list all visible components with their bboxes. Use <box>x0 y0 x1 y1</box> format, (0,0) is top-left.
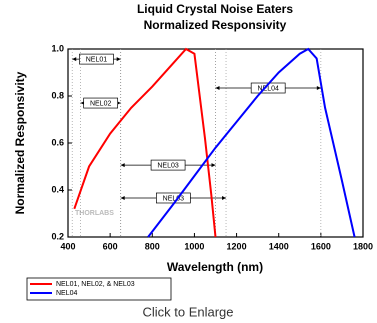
annotation-label: NEL01 <box>86 56 108 63</box>
arrow-head <box>211 163 216 168</box>
click-to-enlarge[interactable]: Click to Enlarge <box>142 304 233 319</box>
x-tick-label: 400 <box>60 241 75 251</box>
annotation-box <box>83 97 119 109</box>
x-tick-label: 1000 <box>184 241 204 251</box>
y-tick-label: 0.6 <box>51 137 64 147</box>
annotation-box <box>79 53 114 65</box>
arrow-head <box>222 195 227 200</box>
x-tick-label: 600 <box>103 241 118 251</box>
annotation-label: NEL03 <box>163 195 185 202</box>
arrow-head <box>120 163 125 168</box>
y-tick-label: 0.8 <box>51 90 64 100</box>
arrow-head <box>215 86 220 91</box>
x-tick-label: 800 <box>145 241 160 251</box>
arrow-head <box>72 57 77 62</box>
y-tick-label: 1.0 <box>51 43 64 53</box>
arrow-head <box>120 195 125 200</box>
y-axis-label: Normalized Responsivity <box>13 71 27 214</box>
x-tick-label: 1800 <box>353 241 373 251</box>
x-axis-label: Wavelength (nm) <box>167 260 263 274</box>
data-line <box>147 47 356 238</box>
arrow-head <box>116 57 121 62</box>
data-line <box>73 47 217 238</box>
annotation-label: NEL02 <box>90 100 112 107</box>
x-tick-label: 1200 <box>227 241 247 251</box>
x-tick-label: 1400 <box>269 241 289 251</box>
annotation-label: NEL03 <box>157 162 179 169</box>
x-tick-label: 1600 <box>311 241 331 251</box>
arrow-head <box>316 86 321 91</box>
chart-title: Liquid Crystal Noise Eaters <box>137 2 293 16</box>
legend-label: NEL01, NEL02, & NEL03 <box>56 281 135 288</box>
legend-label: NEL04 <box>56 290 78 297</box>
annotation-label: NEL04 <box>257 85 279 92</box>
annotation-box <box>150 159 186 171</box>
chart-title: Normalized Responsivity <box>144 18 287 32</box>
legend-box <box>26 277 172 301</box>
watermark: THORLABS <box>75 210 114 217</box>
y-tick-label: 0.2 <box>51 231 64 241</box>
y-tick-label: 0.4 <box>51 184 64 194</box>
